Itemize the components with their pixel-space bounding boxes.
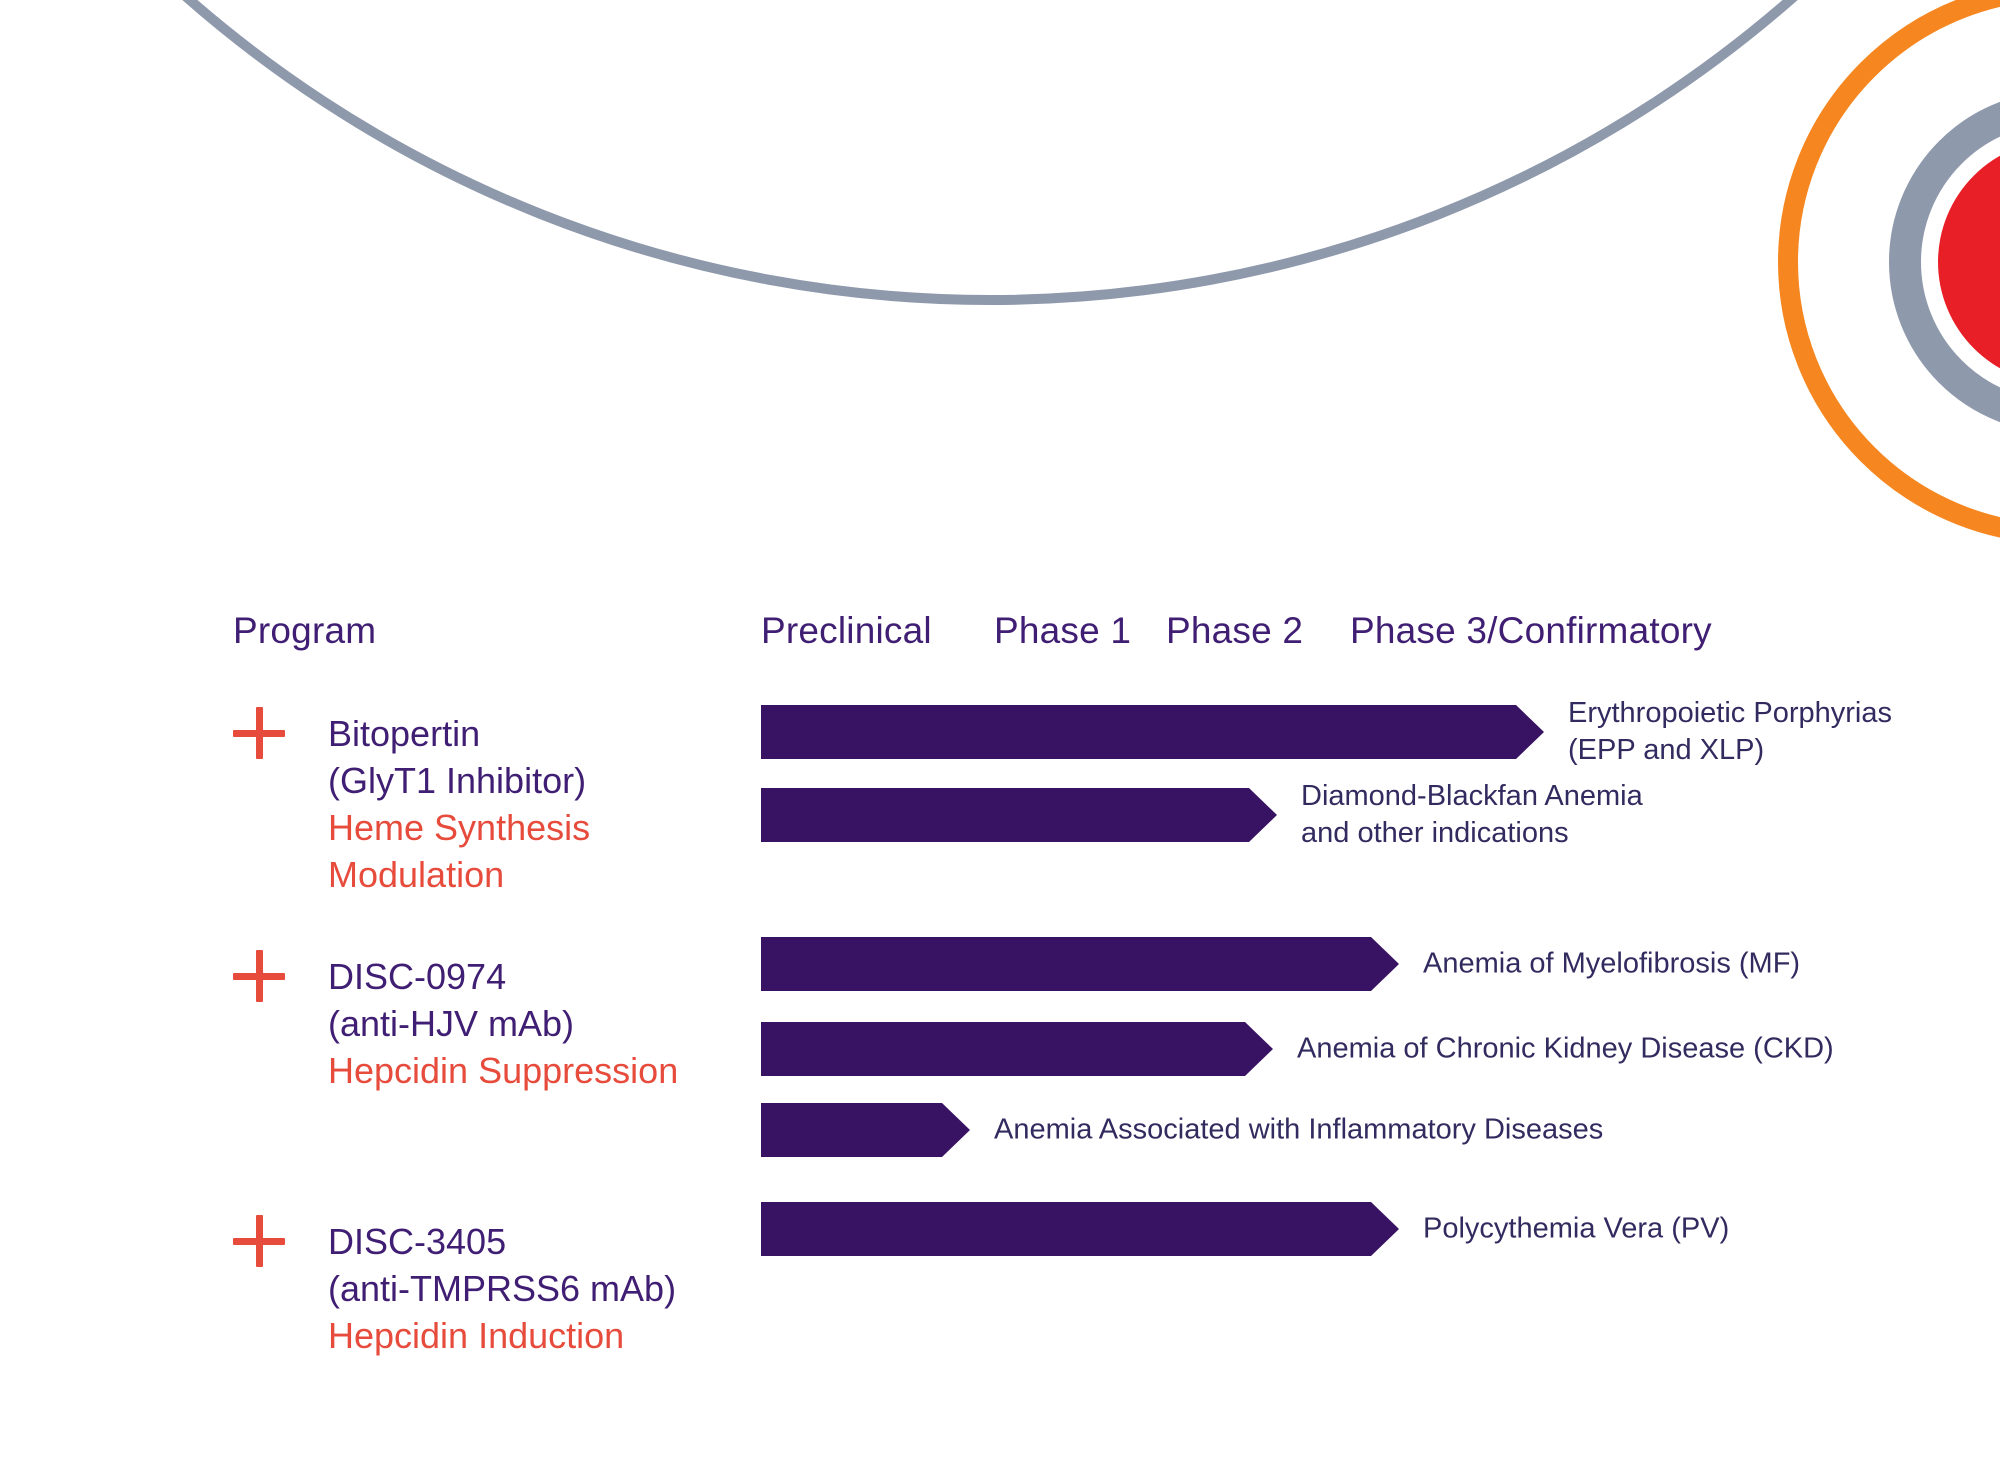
expand-plus-icon[interactable] bbox=[233, 950, 285, 1002]
program-mechanism-line: Heme Synthesis bbox=[328, 807, 591, 848]
program-name-line: Bitopertin bbox=[328, 713, 481, 754]
program-name-line: DISC-0974 bbox=[328, 956, 507, 997]
program-name-line: (anti-HJV mAb) bbox=[328, 1003, 575, 1044]
program-name-line: DISC-3405 bbox=[328, 1221, 507, 1262]
bar-label-line: and other indications bbox=[1301, 817, 1569, 849]
bar-label-line: Anemia Associated with Inflammatory Dise… bbox=[994, 1113, 1604, 1146]
orange-ring-decoration bbox=[1778, 0, 2000, 538]
pipeline-bar bbox=[761, 705, 1544, 759]
bar-indication-label: Anemia of Myelofibrosis (MF) bbox=[1423, 946, 1800, 983]
program-name-line: (anti-TMPRSS6 mAb) bbox=[328, 1268, 677, 1309]
pipeline-bar bbox=[761, 1103, 970, 1157]
gray-arc-decoration bbox=[182, 0, 1798, 305]
red-disc-decoration bbox=[1938, 155, 2000, 369]
pipeline-bar bbox=[761, 937, 1399, 991]
bar-label-line: Anemia of Chronic Kidney Disease (CKD) bbox=[1297, 1032, 1834, 1065]
bar-label-line: Erythropoietic Porphyrias bbox=[1568, 697, 1892, 729]
bar-indication-label: Anemia Associated with Inflammatory Dise… bbox=[994, 1112, 1603, 1149]
bar-label-line: (EPP and XLP) bbox=[1568, 734, 1765, 766]
bar-label-line: Diamond-Blackfan Anemia bbox=[1301, 780, 1643, 812]
pipeline-bar bbox=[761, 788, 1277, 842]
pipeline-bar bbox=[761, 1022, 1273, 1076]
program-entry: DISC-3405 (anti-TMPRSS6 mAb) Hepcidin In… bbox=[328, 1218, 758, 1359]
expand-plus-icon[interactable] bbox=[233, 707, 285, 759]
column-header-phase2: Phase 2 bbox=[1166, 610, 1304, 651]
pipeline-bar bbox=[761, 1202, 1399, 1256]
column-header-program: Program bbox=[233, 610, 377, 651]
bar-indication-label: Anemia of Chronic Kidney Disease (CKD) bbox=[1297, 1031, 1834, 1068]
bar-indication-label: Erythropoietic Porphyrias (EPP and XLP) bbox=[1568, 695, 1892, 769]
program-mechanism-line: Hepcidin Induction bbox=[328, 1315, 625, 1356]
column-header-phase3-confirmatory: Phase 3/Confirmatory bbox=[1350, 610, 1712, 651]
gray-ring-decoration bbox=[1889, 101, 2000, 423]
bar-label-line: Polycythemia Vera (PV) bbox=[1423, 1212, 1730, 1245]
expand-plus-icon[interactable] bbox=[233, 1215, 285, 1267]
bar-label-line: Anemia of Myelofibrosis (MF) bbox=[1423, 947, 1801, 980]
program-name-line: (GlyT1 Inhibitor) bbox=[328, 760, 587, 801]
bar-indication-label: Diamond-Blackfan Anemia and other indica… bbox=[1301, 778, 1643, 852]
program-mechanism-line: Hepcidin Suppression bbox=[328, 1050, 679, 1091]
bar-indication-label: Polycythemia Vera (PV) bbox=[1423, 1211, 1729, 1248]
program-entry: Bitopertin (GlyT1 Inhibitor) Heme Synthe… bbox=[328, 710, 758, 898]
column-header-phase1: Phase 1 bbox=[994, 610, 1132, 651]
program-entry: DISC-0974 (anti-HJV mAb) Hepcidin Suppre… bbox=[328, 953, 758, 1094]
program-mechanism-line: Modulation bbox=[328, 854, 505, 895]
column-header-preclinical: Preclinical bbox=[761, 610, 932, 651]
